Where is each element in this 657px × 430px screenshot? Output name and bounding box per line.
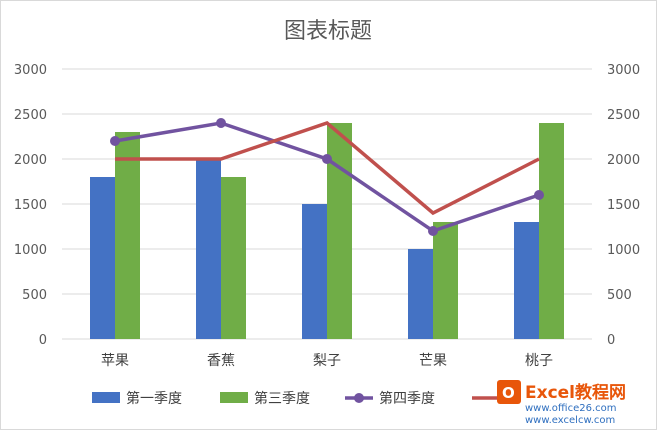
watermark-text: Excel教程网 [525,382,626,403]
line-point-苹果 [110,136,120,146]
legend-entry-label[interactable]: 第三季度 [254,390,310,407]
office-logo-icon [497,380,521,404]
svg-text:O: O [502,384,515,402]
y-tick-label-right: 1000 [607,243,640,258]
y-tick-label-right: 0 [607,333,615,348]
legend-swatch [92,392,120,403]
x-category-label: 芒果 [419,353,447,369]
x-category-label: 桃子 [525,353,553,369]
x-axis-categories: 苹果 香蕉 梨子 芒果 桃子 [101,353,553,369]
y-tick-label-left: 2500 [14,108,47,123]
bar-第三季度-苹果 [115,132,140,339]
y-tick-label-left: 2000 [14,153,47,168]
legend-entry-label[interactable]: 第一季度 [126,390,182,407]
y-tick-label-right: 1500 [607,198,640,213]
y-tick-label-right: 3000 [607,63,640,78]
bar-series [90,123,564,339]
legend-entry-label[interactable]: 第四季度 [379,390,435,407]
legend[interactable]: 第一季度 第三季度 第四季度 [92,390,500,407]
chart-title: 图表标题 [284,19,372,44]
y-tick-label-right: 2000 [607,153,640,168]
bar-第一季度-芒果 [408,249,433,339]
line-point-桃子 [534,190,544,200]
legend-swatch [220,392,248,403]
legend-marker [354,393,364,403]
y-tick-label-right: 500 [607,288,632,303]
x-category-label: 梨子 [313,353,341,369]
y-tick-label-left: 1000 [14,243,47,258]
y-tick-label-left: 1500 [14,198,47,213]
watermark-logo: O Excel教程网 www.office26.com www.excelcw.… [497,380,626,426]
watermark-url-1: www.office26.com [525,403,617,414]
bar-第一季度-桃子 [514,222,539,339]
y-tick-label-right: 2500 [607,108,640,123]
y-tick-label-left: 0 [39,333,47,348]
bar-第三季度-桃子 [539,123,564,339]
x-category-label: 苹果 [101,353,129,369]
line-point-香蕉 [216,118,226,128]
y-tick-label-left: 500 [22,288,47,303]
line-series-series-2 [115,121,540,216]
bar-第一季度-苹果 [90,177,115,339]
bar-第三季度-梨子 [327,123,352,339]
bar-第三季度-香蕉 [221,177,246,339]
bar-第一季度-香蕉 [196,159,221,339]
line-point-梨子 [322,154,332,164]
y-axis-primary: 0 500 1000 1500 2000 2500 3000 [14,63,47,348]
y-axis-secondary: 0 500 1000 1500 2000 2500 3000 [607,63,640,348]
bar-第一季度-梨子 [302,204,327,339]
bar-第三季度-芒果 [433,222,458,339]
watermark-url-2: www.excelcw.com [525,415,615,426]
line-series [110,118,544,236]
x-category-label: 香蕉 [207,353,235,369]
y-tick-label-left: 3000 [14,63,47,78]
line-point-芒果 [428,226,438,236]
